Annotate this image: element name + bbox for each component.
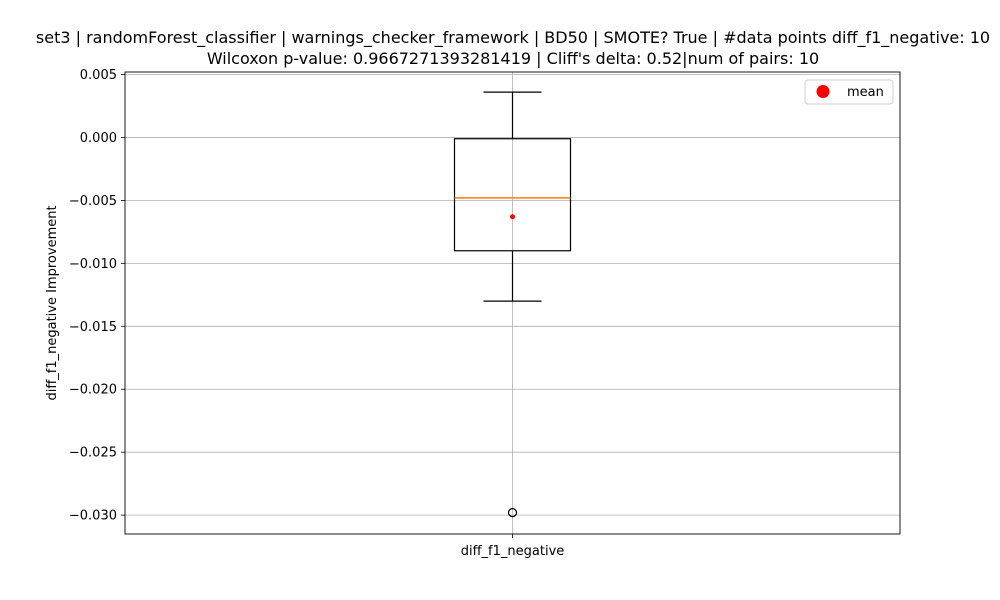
y-tick-label: 0.000 <box>80 131 117 146</box>
y-tick-label: −0.005 <box>69 194 117 209</box>
y-tick-label: −0.010 <box>69 257 117 272</box>
y-tick-label: −0.015 <box>69 320 117 335</box>
chart-title-line-1: set3 | randomForest_classifier | warning… <box>36 28 990 48</box>
outlier-point <box>507 507 518 518</box>
plot-area: 0.005 0.000 −0.005 −0.010 −0.015 −0.020 −0.025… <box>69 68 901 559</box>
legend-label-mean: mean <box>847 85 884 100</box>
y-axis-label: diff_f1_negative Improvement <box>45 205 60 400</box>
x-tick-label: diff_f1_negative <box>461 544 565 559</box>
y-tick-label: −0.025 <box>69 446 117 461</box>
chart-title-line-2: Wilcoxon p-value: 0.9667271393281419 | C… <box>207 49 819 68</box>
legend-box <box>804 79 894 105</box>
legend: mean <box>804 79 894 105</box>
box-iqr <box>453 138 572 252</box>
y-tick-label: 0.005 <box>80 68 117 83</box>
y-tick-label: −0.030 <box>69 509 117 524</box>
legend-mean-marker <box>816 85 830 98</box>
plot-frame <box>124 71 901 535</box>
y-tick-label: −0.020 <box>69 383 117 398</box>
mean-point <box>510 214 515 220</box>
